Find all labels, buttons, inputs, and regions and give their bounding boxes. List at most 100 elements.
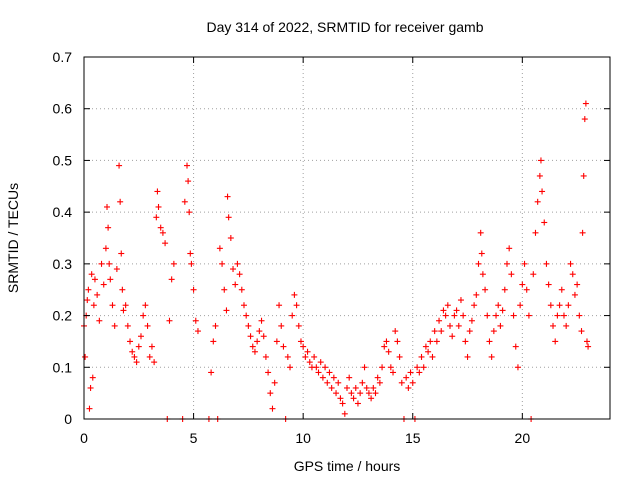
data-point: [462, 338, 469, 345]
data-point: [440, 307, 447, 314]
data-point: [271, 379, 278, 386]
data-point: [280, 343, 287, 350]
data-point: [532, 229, 539, 236]
data-point: [135, 343, 142, 350]
data-point: [306, 359, 313, 366]
x-tick-label: 20: [515, 430, 531, 446]
data-point: [330, 374, 337, 381]
data-point: [442, 312, 449, 319]
data-point: [550, 322, 557, 329]
data-point: [117, 198, 124, 205]
data-point: [374, 374, 381, 381]
data-point: [192, 317, 199, 324]
data-point: [372, 390, 379, 397]
data-point: [468, 317, 475, 324]
data-point: [409, 379, 416, 386]
data-point: [464, 353, 471, 360]
data-point: [383, 338, 390, 345]
data-point: [473, 291, 480, 298]
data-point: [86, 405, 93, 412]
y-tick-label: 0.6: [53, 101, 73, 117]
data-point: [118, 250, 125, 257]
data-point: [297, 338, 304, 345]
data-point: [543, 260, 550, 267]
data-point: [278, 322, 285, 329]
data-point: [460, 312, 467, 319]
data-point: [120, 307, 127, 314]
data-point: [350, 395, 357, 402]
x-tick-label: 5: [190, 430, 198, 446]
data-point: [119, 286, 126, 293]
x-axis-ticks: 0 5 10 15 20: [80, 57, 530, 446]
data-point: [420, 364, 427, 371]
data-point: [315, 369, 322, 376]
y-tick-label: 0: [64, 411, 72, 427]
data-point: [341, 410, 348, 417]
data-point: [475, 260, 482, 267]
data-point: [291, 291, 298, 298]
data-point: [506, 245, 513, 252]
data-point: [368, 395, 375, 402]
x-axis-label: GPS time / hours: [294, 458, 401, 474]
data-point: [295, 322, 302, 329]
data-point: [478, 250, 485, 257]
data-point: [339, 400, 346, 407]
data-point: [453, 307, 460, 314]
y-tick-label: 0.5: [53, 152, 73, 168]
data-point: [127, 338, 134, 345]
data-point: [111, 322, 118, 329]
data-point: [449, 333, 456, 340]
y-axis-ticks: 0 0.1 0.2 0.3 0.4 0.5 0.6 0.7: [53, 49, 610, 427]
data-point: [84, 297, 91, 304]
data-point: [116, 162, 123, 169]
data-point: [565, 302, 572, 309]
data-point: [579, 229, 586, 236]
data-point: [354, 400, 361, 407]
data-point: [574, 281, 581, 288]
data-point: [512, 343, 519, 350]
data-point: [346, 374, 353, 381]
data-point: [85, 286, 92, 293]
data-point: [581, 116, 588, 123]
data-point: [276, 302, 283, 309]
data-point: [100, 281, 107, 288]
data-point: [376, 379, 383, 386]
data-point: [455, 322, 462, 329]
data-point: [289, 312, 296, 319]
data-point: [429, 353, 436, 360]
data-point: [87, 384, 94, 391]
data-point: [333, 390, 340, 397]
data-point: [212, 322, 219, 329]
data-point: [249, 343, 256, 350]
data-point: [240, 302, 247, 309]
data-point: [300, 343, 307, 350]
data-point: [140, 312, 147, 319]
data-point: [98, 260, 105, 267]
data-point: [521, 260, 528, 267]
data-point: [232, 281, 239, 288]
data-point: [326, 369, 333, 376]
data-point: [265, 369, 272, 376]
data-point: [251, 348, 258, 355]
data-point: [490, 328, 497, 335]
data-point: [556, 302, 563, 309]
data-point: [91, 276, 98, 283]
data-point: [109, 302, 116, 309]
data-point: [444, 302, 451, 309]
x-tick-label: 0: [80, 430, 88, 446]
data-point: [418, 353, 425, 360]
data-point: [124, 322, 131, 329]
data-point: [488, 353, 495, 360]
data-point: [519, 281, 526, 288]
y-axis-label: SRMTID / TECUs: [5, 183, 21, 293]
data-point: [471, 302, 478, 309]
data-point: [162, 240, 169, 247]
data-point: [133, 359, 140, 366]
data-point: [431, 328, 438, 335]
data-point: [407, 369, 414, 376]
data-point: [168, 276, 175, 283]
data-point: [131, 353, 138, 360]
y-tick-label: 0.1: [53, 359, 73, 375]
data-point: [517, 302, 524, 309]
data-point: [537, 157, 544, 164]
